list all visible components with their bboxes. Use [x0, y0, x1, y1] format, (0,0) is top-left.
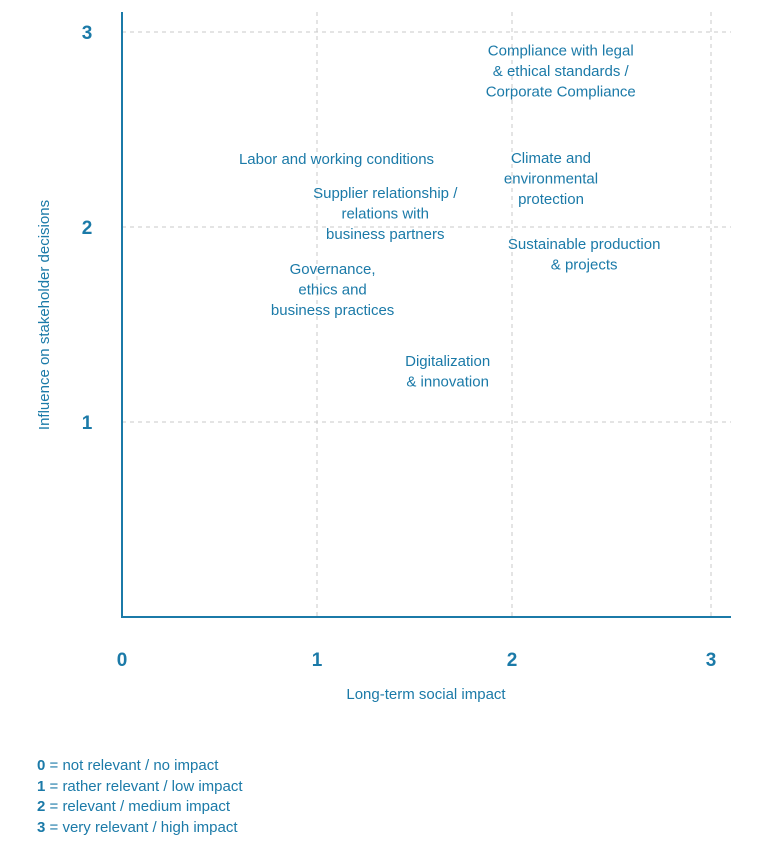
topic-label-line: business practices — [271, 302, 394, 319]
legend-item: 1 = rather relevant / low impact — [37, 777, 243, 798]
topic-labels: Compliance with legal & ethical standards… — [239, 43, 661, 391]
legend: 0 = not relevant / no impact 1 = rather … — [37, 756, 243, 838]
topic-label: Supplier relationship / relations with bus… — [313, 185, 458, 243]
topic-label-line: Corporate Compliance — [486, 84, 636, 101]
topic-label-line: & ethical standards / — [493, 63, 630, 80]
grid — [122, 12, 731, 617]
topic-label-line: Labor and working conditions — [239, 151, 434, 168]
y-tick-label: 2 — [82, 218, 93, 239]
y-axis-title: Influence on stakeholder decisions — [36, 200, 53, 430]
x-axis-title: Long-term social impact — [346, 686, 506, 703]
legend-item: 2 = relevant / medium impact — [37, 797, 243, 818]
y-tick-label: 1 — [82, 413, 93, 434]
topic-label-line: business partners — [326, 226, 444, 243]
topic-label-line: & innovation — [406, 374, 489, 391]
x-tick-label: 0 — [117, 650, 128, 671]
topic-label-line: Compliance with legal — [488, 43, 634, 60]
topic-label-line: ethics and — [298, 281, 366, 298]
topic-label: Digitalization & innovation — [405, 353, 490, 391]
legend-key: 1 — [37, 777, 46, 795]
axes — [121, 12, 731, 618]
legend-text: = relevant / medium impact — [45, 798, 231, 815]
topic-label-line: Supplier relationship / — [313, 185, 458, 202]
topic-label-line: Governance, — [290, 261, 376, 278]
topic-label: Compliance with legal & ethical standards… — [486, 43, 636, 101]
topic-label: Governance, ethics and business practices — [271, 261, 394, 319]
topic-label: Sustainable production & projects — [508, 236, 661, 273]
topic-label-line: Climate and — [511, 150, 591, 167]
x-tick-label: 3 — [706, 650, 717, 671]
topic-label-line: & projects — [551, 257, 618, 274]
tick-labels: 0 1 2 3 1 2 3 — [82, 23, 717, 671]
topic-label-line: protection — [518, 191, 584, 208]
x-tick-label: 1 — [312, 650, 323, 671]
legend-item: 0 = not relevant / no impact — [37, 756, 243, 777]
topic-label-line: relations with — [341, 205, 429, 222]
topic-label: Labor and working conditions — [239, 151, 434, 168]
y-tick-label: 3 — [82, 23, 93, 44]
legend-text: = rather relevant / low impact — [45, 777, 243, 795]
materiality-chart: 0 1 2 3 1 2 3 Long-term social impact Influenc… — [36, 12, 731, 703]
topic-label-line: Sustainable production — [508, 236, 661, 253]
x-tick-label: 2 — [507, 650, 518, 671]
legend-key: 2 — [37, 798, 46, 815]
topic-label: Climate and environmental protection — [504, 150, 598, 208]
legend-text: = not relevant / no impact — [45, 757, 219, 774]
topic-label-line: environmental — [504, 170, 598, 187]
legend-text: = very relevant / high impact — [45, 818, 238, 836]
topic-label-line: Digitalization — [405, 353, 490, 370]
legend-key: 0 — [37, 757, 46, 774]
legend-item: 3 = very relevant / high impact — [37, 818, 243, 839]
legend-key: 3 — [37, 818, 46, 836]
